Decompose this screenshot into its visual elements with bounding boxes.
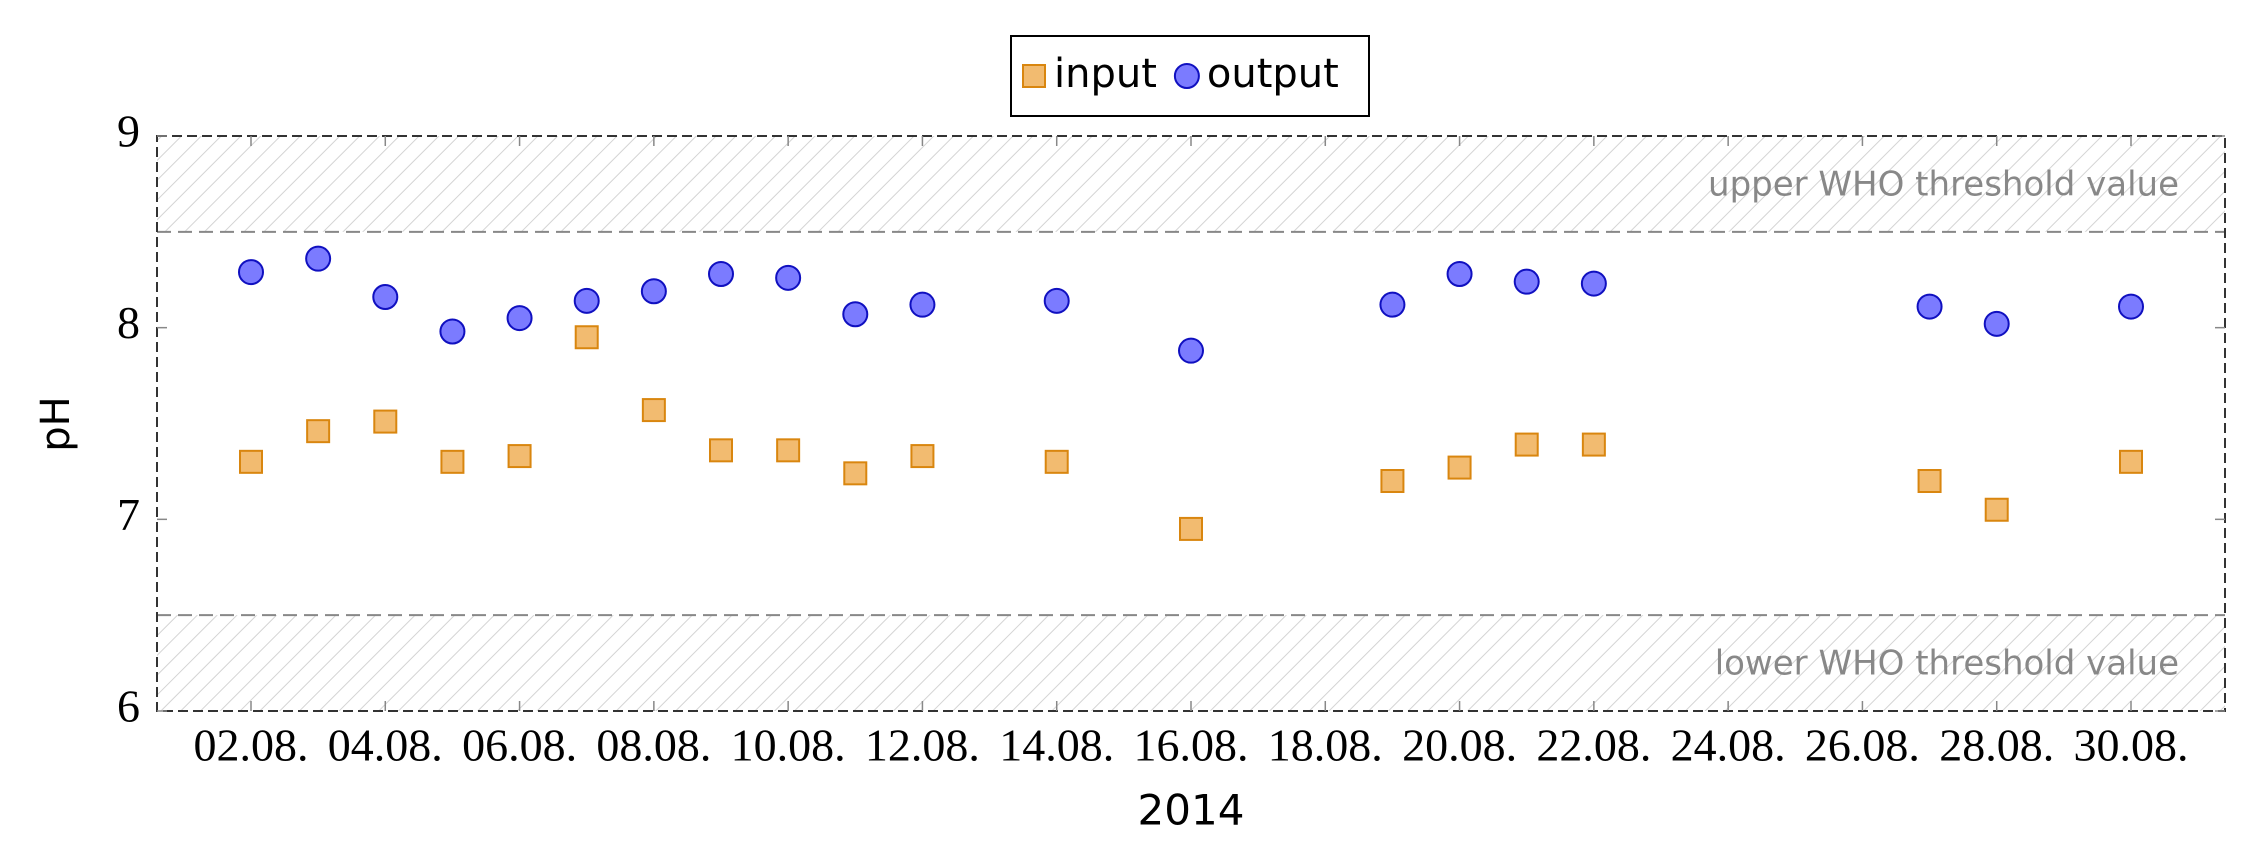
point xyxy=(1983,310,2010,337)
x-tick-label: 18.08. xyxy=(1268,720,1383,771)
point xyxy=(1580,270,1607,297)
point xyxy=(909,291,936,318)
legend-label: output xyxy=(1207,51,1339,97)
point xyxy=(1380,469,1405,493)
y-axis-label: pH xyxy=(33,396,79,451)
point xyxy=(1447,455,1472,480)
marks xyxy=(238,245,2144,541)
point xyxy=(440,449,465,474)
point xyxy=(1984,497,2009,522)
x-tick-label: 16.08. xyxy=(1134,720,1249,771)
threshold-band xyxy=(157,136,2225,232)
point xyxy=(1917,469,1942,493)
x-tick-label: 08.08. xyxy=(596,720,711,771)
x-tick-label: 12.08. xyxy=(865,720,980,771)
x-tick-label: 26.08. xyxy=(1805,720,1920,771)
legend: input output xyxy=(1022,51,1339,97)
point xyxy=(1513,268,1540,295)
point xyxy=(306,419,331,444)
x-tick-label: 14.08. xyxy=(999,720,1114,771)
legend-marker xyxy=(1173,63,1200,89)
point xyxy=(708,261,734,287)
point xyxy=(574,325,599,350)
threshold-label: lower WHO threshold value xyxy=(1715,644,2179,684)
x-tick-label: 10.08. xyxy=(731,720,846,771)
x-tick-label: 20.08. xyxy=(1402,720,1517,771)
point xyxy=(305,245,332,272)
point xyxy=(507,444,532,469)
point xyxy=(1044,449,1069,474)
x-tick-label: 30.08. xyxy=(2074,720,2189,771)
y-tick-label: 7 xyxy=(117,489,140,540)
point xyxy=(2118,293,2144,320)
point xyxy=(372,284,399,310)
x-tick-label: 22.08. xyxy=(1536,720,1651,771)
axes: 6 7 8 9 02.08. 04.08. 06.08. 08.08. 10.08. 12.08.… xyxy=(117,106,2226,771)
point xyxy=(238,259,264,286)
x-tick-label: 28.08. xyxy=(1939,720,2054,771)
point xyxy=(573,287,600,314)
legend-label: input xyxy=(1054,51,1157,97)
point xyxy=(1179,516,1203,541)
point xyxy=(1178,337,1204,364)
point xyxy=(439,318,466,345)
point xyxy=(1581,432,1606,457)
threshold-label: upper WHO threshold value xyxy=(1708,164,2179,204)
legend-marker xyxy=(1022,64,1046,88)
point xyxy=(1043,287,1070,314)
x-tick-label: 02.08. xyxy=(194,720,309,771)
point xyxy=(910,444,935,469)
point xyxy=(1916,293,1943,320)
point xyxy=(641,398,666,423)
point xyxy=(843,461,868,486)
x-tick-label: 04.08. xyxy=(328,720,443,771)
point xyxy=(239,449,263,474)
x-axis-label: 2014 xyxy=(1138,786,1245,835)
y-tick-label: 9 xyxy=(117,106,140,157)
point xyxy=(775,264,802,291)
bands: upper WHO threshold value lower WHO thres… xyxy=(157,136,2225,711)
point xyxy=(842,301,869,328)
point xyxy=(506,305,533,332)
point xyxy=(776,438,801,463)
threshold-band xyxy=(157,615,2225,711)
x-tick-label: 24.08. xyxy=(1671,720,1786,771)
point xyxy=(373,409,398,434)
point xyxy=(1514,432,1539,457)
point xyxy=(1446,261,1473,287)
y-tick-label: 6 xyxy=(117,681,140,732)
point xyxy=(709,438,733,463)
point xyxy=(640,278,667,305)
y-tick-label: 8 xyxy=(117,297,140,348)
point xyxy=(1379,291,1406,318)
point xyxy=(2119,449,2143,474)
x-tick-label: 06.08. xyxy=(462,720,577,771)
